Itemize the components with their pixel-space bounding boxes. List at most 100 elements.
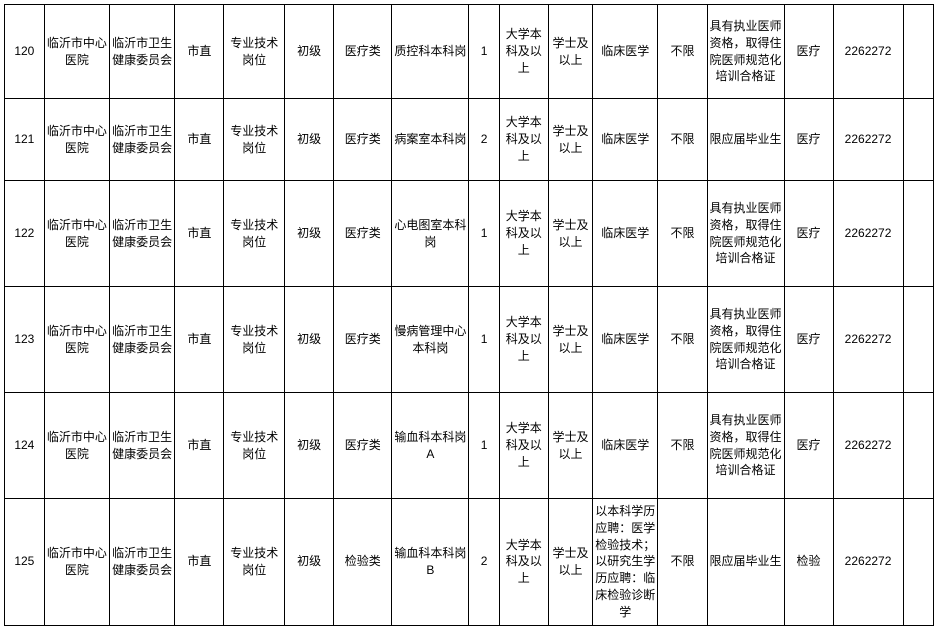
table-cell: 医疗类 — [334, 5, 392, 99]
table-cell: 不限 — [658, 499, 707, 626]
table-cell: 市直 — [175, 5, 224, 99]
table-cell: 2262272 — [833, 393, 903, 499]
table-cell: 专业技术岗位 — [224, 181, 285, 287]
table-cell: 初级 — [285, 287, 334, 393]
table-cell: 临沂市中心医院 — [44, 499, 109, 626]
table-cell: 专业技术岗位 — [224, 5, 285, 99]
table-cell: 120 — [5, 5, 45, 99]
table-cell: 以本科学历应聘：医学检验技术；以研究生学历应聘：临床检验诊断学 — [593, 499, 658, 626]
table-cell: 2262272 — [833, 181, 903, 287]
table-cell: 2 — [469, 99, 499, 181]
table-cell: 大学本科及以上 — [499, 181, 548, 287]
table-cell: 限应届毕业生 — [707, 99, 784, 181]
table-cell: 1 — [469, 287, 499, 393]
table-cell: 1 — [469, 181, 499, 287]
table-cell: 市直 — [175, 499, 224, 626]
table-cell: 124 — [5, 393, 45, 499]
table-cell: 初级 — [285, 5, 334, 99]
table-cell: 病案室本科岗 — [392, 99, 469, 181]
table-row: 122临沂市中心医院临沂市卫生健康委员会市直专业技术岗位初级医疗类心电图室本科岗… — [5, 181, 934, 287]
table-cell: 初级 — [285, 499, 334, 626]
table-cell: 不限 — [658, 287, 707, 393]
table-cell: 2 — [469, 499, 499, 626]
table-cell: 临床医学 — [593, 5, 658, 99]
table-cell — [903, 5, 933, 99]
table-cell: 临床医学 — [593, 393, 658, 499]
table-cell: 医疗 — [784, 287, 833, 393]
table-cell: 大学本科及以上 — [499, 499, 548, 626]
table-cell: 不限 — [658, 99, 707, 181]
table-cell: 临沂市中心医院 — [44, 393, 109, 499]
table-cell — [903, 287, 933, 393]
table-cell: 2262272 — [833, 499, 903, 626]
table-cell: 学士及以上 — [548, 499, 592, 626]
table-cell: 临沂市中心医院 — [44, 287, 109, 393]
table-cell: 输血科本科岗A — [392, 393, 469, 499]
table-cell: 市直 — [175, 99, 224, 181]
table-cell: 1 — [469, 5, 499, 99]
table-cell: 临沂市中心医院 — [44, 5, 109, 99]
table-cell: 具有执业医师资格，取得住院医师规范化培训合格证 — [707, 393, 784, 499]
table-cell: 学士及以上 — [548, 287, 592, 393]
table-cell: 心电图室本科岗 — [392, 181, 469, 287]
table-cell: 输血科本科岗B — [392, 499, 469, 626]
table-cell: 2262272 — [833, 287, 903, 393]
table-cell: 检验 — [784, 499, 833, 626]
table-cell: 学士及以上 — [548, 393, 592, 499]
table-cell: 初级 — [285, 393, 334, 499]
table-cell: 125 — [5, 499, 45, 626]
table-cell: 不限 — [658, 181, 707, 287]
table-cell: 医疗 — [784, 99, 833, 181]
table-cell: 初级 — [285, 99, 334, 181]
table-cell: 大学本科及以上 — [499, 99, 548, 181]
table-cell: 临沂市卫生健康委员会 — [110, 287, 175, 393]
table-cell: 123 — [5, 287, 45, 393]
table-cell: 专业技术岗位 — [224, 393, 285, 499]
table-cell: 不限 — [658, 5, 707, 99]
table-cell: 市直 — [175, 393, 224, 499]
table-cell: 临沂市卫生健康委员会 — [110, 393, 175, 499]
table-cell: 医疗类 — [334, 181, 392, 287]
table-cell — [903, 393, 933, 499]
table-cell: 医疗 — [784, 181, 833, 287]
table-cell: 临沂市卫生健康委员会 — [110, 5, 175, 99]
table-cell: 1 — [469, 393, 499, 499]
table-cell: 医疗 — [784, 393, 833, 499]
table-cell — [903, 99, 933, 181]
table-cell: 医疗 — [784, 5, 833, 99]
table-cell: 临床医学 — [593, 181, 658, 287]
table-cell: 临沂市中心医院 — [44, 99, 109, 181]
table-cell: 市直 — [175, 181, 224, 287]
table-cell — [903, 181, 933, 287]
table-cell: 学士及以上 — [548, 181, 592, 287]
table-cell: 慢病管理中心本科岗 — [392, 287, 469, 393]
table-cell: 121 — [5, 99, 45, 181]
table-cell: 质控科本科岗 — [392, 5, 469, 99]
table-cell: 具有执业医师资格，取得住院医师规范化培训合格证 — [707, 181, 784, 287]
table-cell: 学士及以上 — [548, 5, 592, 99]
table-row: 123临沂市中心医院临沂市卫生健康委员会市直专业技术岗位初级医疗类慢病管理中心本… — [5, 287, 934, 393]
table-cell — [903, 499, 933, 626]
table-cell: 临床医学 — [593, 99, 658, 181]
table-cell: 医疗类 — [334, 99, 392, 181]
table-cell: 学士及以上 — [548, 99, 592, 181]
table-row: 124临沂市中心医院临沂市卫生健康委员会市直专业技术岗位初级医疗类输血科本科岗A… — [5, 393, 934, 499]
table-cell: 不限 — [658, 393, 707, 499]
table-row: 121临沂市中心医院临沂市卫生健康委员会市直专业技术岗位初级医疗类病案室本科岗2… — [5, 99, 934, 181]
table-cell: 2262272 — [833, 5, 903, 99]
recruitment-table: 120临沂市中心医院临沂市卫生健康委员会市直专业技术岗位初级医疗类质控科本科岗1… — [4, 4, 934, 626]
table-cell: 检验类 — [334, 499, 392, 626]
table-cell: 医疗类 — [334, 287, 392, 393]
table-cell: 专业技术岗位 — [224, 99, 285, 181]
table-cell: 2262272 — [833, 99, 903, 181]
table-cell: 专业技术岗位 — [224, 499, 285, 626]
table-cell: 医疗类 — [334, 393, 392, 499]
table-cell: 专业技术岗位 — [224, 287, 285, 393]
table-cell: 临沂市中心医院 — [44, 181, 109, 287]
table-cell: 临沂市卫生健康委员会 — [110, 499, 175, 626]
table-cell: 市直 — [175, 287, 224, 393]
table-cell: 122 — [5, 181, 45, 287]
table-cell: 临沂市卫生健康委员会 — [110, 99, 175, 181]
table-cell: 临沂市卫生健康委员会 — [110, 181, 175, 287]
table-cell: 大学本科及以上 — [499, 393, 548, 499]
